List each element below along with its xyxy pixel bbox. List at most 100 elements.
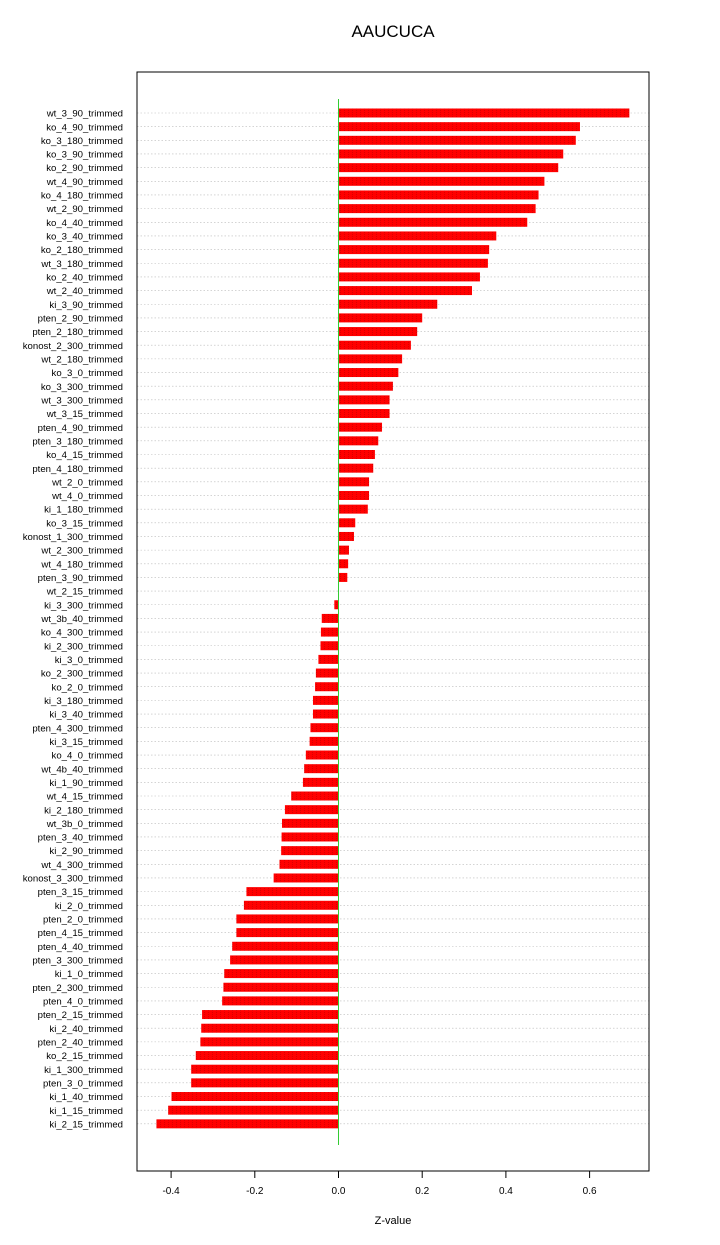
bar [168, 1105, 339, 1115]
x-tick-label: -0.4 [162, 1186, 180, 1197]
y-tick-label: pten_4_180_trimmed [32, 464, 123, 475]
y-tick-label: ki_2_40_trimmed [49, 1024, 123, 1035]
y-tick-label: pten_2_40_trimmed [38, 1037, 123, 1048]
y-tick-label: pten_4_90_trimmed [38, 423, 123, 434]
y-tick-label: ki_1_15_trimmed [49, 1106, 123, 1117]
y-tick-label: wt_4_0_trimmed [51, 491, 123, 502]
y-tick-label: ko_3_0_trimmed [52, 368, 123, 379]
bar [156, 1119, 339, 1129]
bar [338, 217, 528, 227]
x-tick-label: 0.4 [499, 1186, 513, 1197]
bar [318, 654, 339, 664]
bar [291, 791, 339, 801]
bar [338, 258, 488, 268]
x-axis: -0.4 -0.2 0.0 0.2 0.4 0.6 [162, 1170, 597, 1197]
y-tick-label: ko_4_40_trimmed [46, 218, 123, 229]
y-tick-label: pten_2_0_trimmed [43, 915, 123, 926]
bar [281, 846, 339, 856]
bar [304, 764, 339, 774]
y-tick-label: ki_1_0_trimmed [55, 969, 123, 980]
y-tick-label: wt_4_15_trimmed [46, 792, 123, 803]
y-tick-label: ko_2_180_trimmed [41, 245, 123, 256]
bar [338, 340, 411, 350]
y-tick-label: wt_3_90_trimmed [46, 109, 123, 120]
bar [191, 1078, 339, 1088]
y-tick-label: wt_2_40_trimmed [46, 286, 123, 297]
y-tick-label: ki_1_180_trimmed [44, 505, 123, 516]
bar [202, 1010, 339, 1020]
y-tick-label: ko_4_180_trimmed [41, 191, 123, 202]
y-tick-label: wt_2_90_trimmed [46, 204, 123, 215]
y-tick-label: wt_3_300_trimmed [40, 395, 123, 406]
bar [338, 559, 349, 569]
bar [246, 887, 339, 897]
bar [338, 395, 390, 405]
bar [338, 368, 399, 378]
bar [338, 122, 580, 132]
y-tick-label: pten_2_180_trimmed [32, 327, 123, 338]
bar [312, 695, 339, 705]
bar [338, 204, 536, 214]
y-tick-label: wt_3b_0_trimmed [46, 819, 123, 830]
bar [223, 982, 339, 992]
x-tick-label: -0.2 [246, 1186, 264, 1197]
y-tick-label: pten_4_40_trimmed [38, 942, 123, 953]
y-tick-label: wt_3_15_trimmed [46, 409, 123, 420]
chart-title: AAUCUCA [351, 22, 435, 41]
bar [200, 1037, 339, 1047]
y-tick-label: pten_4_0_trimmed [43, 997, 123, 1008]
bar [191, 1064, 339, 1074]
y-tick-label: ki_3_40_trimmed [49, 710, 123, 721]
y-tick-label: pten_4_300_trimmed [32, 723, 123, 734]
y-tick-label: pten_2_15_trimmed [38, 1010, 123, 1021]
y-tick-label: ki_2_15_trimmed [49, 1119, 123, 1130]
y-tick-label: wt_4b_40_trimmed [40, 764, 123, 775]
y-tick-label: pten_3_90_trimmed [38, 573, 123, 584]
y-tick-label: ko_2_300_trimmed [41, 669, 123, 680]
y-tick-label: pten_3_180_trimmed [32, 436, 123, 447]
bar [282, 818, 339, 828]
bar [236, 914, 339, 924]
bar [309, 736, 339, 746]
bar [338, 313, 423, 323]
bar [338, 531, 354, 541]
y-tick-label: pten_4_15_trimmed [38, 928, 123, 939]
y-tick-label: ki_3_300_trimmed [44, 600, 123, 611]
bar [321, 613, 339, 623]
bar [224, 969, 339, 979]
bar [230, 955, 339, 965]
bar [310, 723, 339, 733]
x-axis-label: Z-value [374, 1215, 412, 1227]
bar [338, 299, 438, 309]
bar [338, 477, 370, 487]
y-tick-label: ko_2_40_trimmed [46, 273, 123, 284]
y-tick-label: pten_3_40_trimmed [38, 833, 123, 844]
bar [320, 641, 339, 651]
bar [201, 1023, 339, 1033]
plot-frame [136, 71, 650, 1172]
bar [334, 600, 339, 610]
bar [338, 572, 348, 582]
bar [338, 422, 383, 432]
bar [338, 518, 356, 528]
bar [338, 149, 564, 159]
y-tick-label: wt_4_180_trimmed [40, 559, 123, 570]
y-tick-label: pten_2_90_trimmed [38, 314, 123, 325]
gridlines [137, 112, 649, 1125]
bar [338, 504, 368, 514]
y-tick-label: ko_3_90_trimmed [46, 150, 123, 161]
bar [302, 777, 339, 787]
bars [156, 108, 630, 1129]
y-tick-label: wt_2_15_trimmed [46, 587, 123, 598]
bar [315, 668, 339, 678]
y-tick-label: ko_4_0_trimmed [52, 751, 123, 762]
y-tick-label: ko_3_180_trimmed [41, 136, 123, 147]
y-tick-label: ki_1_300_trimmed [44, 1065, 123, 1076]
y-tick-label: ko_3_40_trimmed [46, 232, 123, 243]
y-tick-label: ki_2_180_trimmed [44, 805, 123, 816]
bar [305, 750, 339, 760]
bar [338, 463, 374, 473]
y-tick-labels: wt_3_90_trimmed ko_4_90_trimmed ko_3_180_t… [23, 109, 123, 1131]
bar [243, 900, 339, 910]
